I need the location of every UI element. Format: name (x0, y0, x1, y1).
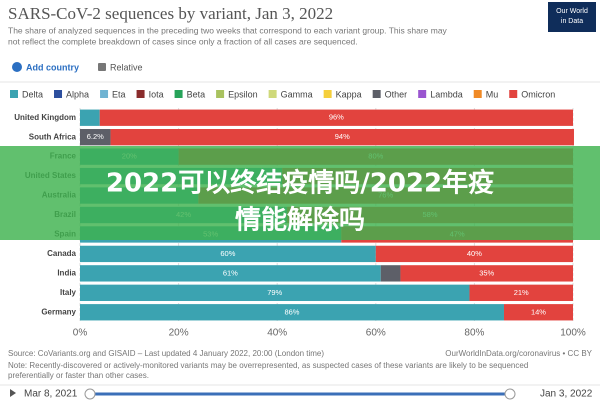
x-tick-label: 0% (73, 328, 88, 339)
add-icon[interactable] (12, 62, 22, 72)
x-tick-label: 80% (464, 328, 484, 339)
url[interactable]: OurWorldInData.org/coronavirus • CC BY (445, 349, 592, 358)
x-tick-label: 100% (560, 328, 586, 339)
legend-label[interactable]: Other (385, 89, 408, 99)
bar-segment (503, 304, 573, 321)
legend-label[interactable]: Mu (486, 89, 499, 99)
legend-swatch[interactable] (323, 90, 332, 98)
bar-segment (110, 129, 574, 146)
legend-swatch[interactable] (174, 90, 183, 98)
timeline-handle[interactable] (84, 388, 96, 400)
legend-swatch[interactable] (10, 90, 18, 98)
legend-swatch[interactable] (54, 90, 63, 98)
value-label: 61% (223, 268, 238, 277)
timeline-handle[interactable] (504, 388, 516, 400)
value-label: 60% (220, 249, 235, 258)
value-label: 96% (329, 113, 344, 122)
value-label: 40% (467, 249, 482, 258)
y-tick-label: Italy (60, 288, 77, 297)
bar-segment (80, 109, 100, 126)
legend-swatch[interactable] (418, 90, 427, 98)
legend-label[interactable]: Delta (22, 89, 43, 99)
overlay-banner (0, 146, 600, 240)
bar-segment (400, 265, 573, 282)
note: preferentially or faster than other case… (8, 371, 149, 380)
x-tick-label: 40% (267, 328, 287, 339)
legend-label[interactable]: Omicron (521, 89, 555, 99)
legend-swatch[interactable] (100, 90, 109, 98)
source: Source: CoVariants.org and GISAID – Last… (8, 349, 324, 358)
value-label: 35% (479, 268, 494, 277)
bar-segment (380, 265, 401, 282)
value-label: 21% (514, 288, 529, 297)
legend-label[interactable]: Gamma (281, 89, 313, 99)
legend-label[interactable]: Beta (187, 89, 206, 99)
add-country[interactable]: Add country (26, 62, 79, 72)
value-label: 79% (267, 288, 282, 297)
legend-label[interactable]: Epsilon (228, 89, 258, 99)
overlay-text: 2022可以终结疫情吗/2022年疫 (106, 168, 494, 199)
bar-segment (80, 304, 504, 321)
subtitle: The share of analyzed sequences in the p… (8, 25, 448, 35)
bar-segment (80, 129, 111, 146)
y-tick-label: India (57, 268, 76, 277)
legend-swatch[interactable] (372, 90, 381, 98)
legend-swatch[interactable] (268, 90, 277, 98)
subtitle: not reflect the complete breakdown of ca… (8, 36, 358, 46)
x-tick-label: 60% (366, 328, 386, 339)
legend-swatch[interactable] (473, 90, 482, 98)
play-button[interactable] (10, 389, 16, 397)
logo-text: Our World (556, 8, 588, 15)
logo-text: in Data (561, 18, 583, 25)
bar-segment (375, 245, 573, 263)
bar-segment (80, 265, 381, 282)
legend-swatch[interactable] (136, 90, 145, 98)
legend-label[interactable]: Kappa (336, 89, 362, 99)
bar-segment (80, 245, 376, 263)
legend-label[interactable]: Iota (149, 89, 164, 99)
chart-title: SARS-CoV-2 sequences by variant, Jan 3, … (8, 4, 333, 23)
bar-segment (99, 109, 573, 126)
value-label: 86% (284, 307, 299, 316)
relative-toggle[interactable]: Relative (110, 62, 143, 72)
legend-label[interactable]: Alpha (66, 89, 89, 99)
y-tick-label: South Africa (29, 132, 77, 141)
legend-label[interactable]: Lambda (430, 89, 463, 99)
legend-swatch[interactable] (216, 90, 225, 98)
value-label: 14% (531, 307, 546, 316)
y-tick-label: Canada (47, 249, 76, 258)
logo[interactable] (548, 2, 596, 32)
timeline-start: Mar 8, 2021 (24, 389, 78, 400)
note: Note: Recently-discovered or actively-mo… (8, 361, 528, 370)
legend-label[interactable]: Eta (112, 89, 126, 99)
y-tick-label: United Kingdom (14, 113, 76, 122)
timeline-end: Jan 3, 2022 (540, 389, 593, 400)
bar-segment (469, 284, 573, 301)
value-label: 94% (335, 132, 350, 141)
overlay-text: 情能解除吗 (235, 205, 365, 236)
checkbox[interactable] (98, 63, 106, 71)
value-label: 6.2% (87, 132, 104, 141)
x-tick-label: 20% (169, 328, 189, 339)
legend-swatch[interactable] (509, 90, 518, 98)
y-tick-label: Germany (41, 307, 76, 316)
bar-segment (80, 284, 470, 301)
